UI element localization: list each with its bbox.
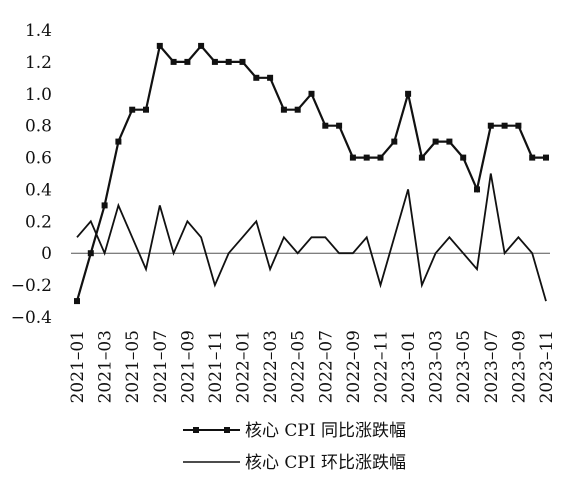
data-point-yoy (156, 42, 163, 49)
data-point-yoy (377, 154, 384, 161)
y-tick-label: 1.0 (25, 85, 52, 105)
x-tick-label: 2023–03 (427, 330, 447, 403)
data-point-yoy (391, 138, 398, 145)
x-tick-label: 2022–05 (289, 330, 309, 403)
data-point-yoy (225, 58, 232, 65)
legend-item-mom: 核心 CPI 环比涨跌幅 (183, 453, 406, 473)
x-tick-label: 2022–09 (344, 330, 364, 403)
y-tick-label: 0.4 (25, 180, 52, 200)
data-point-yoy (87, 250, 94, 257)
data-point-yoy (198, 42, 205, 49)
data-point-yoy (405, 90, 412, 97)
data-point-yoy (322, 122, 329, 129)
legend-marker-yoy-2 (224, 427, 230, 433)
x-tick-label: 2023–07 (482, 330, 502, 403)
x-tick-label: 2022–07 (316, 330, 336, 403)
legend-item-yoy: 核心 CPI 同比涨跌幅 (183, 421, 406, 441)
y-tick-label: 0.8 (25, 117, 52, 137)
data-point-yoy (349, 154, 356, 161)
legend: 核心 CPI 同比涨跌幅 核心 CPI 环比涨跌幅 (183, 421, 406, 473)
data-point-yoy (363, 154, 370, 161)
data-point-yoy (294, 106, 301, 113)
data-point-yoy (101, 202, 108, 209)
data-point-yoy (543, 154, 549, 161)
data-point-yoy (474, 186, 480, 193)
data-point-yoy (267, 74, 274, 81)
y-tick-label: −0.2 (11, 276, 52, 296)
data-point-yoy (308, 90, 315, 97)
x-tick-label: 2023–09 (509, 330, 529, 403)
x-tick-label: 2021–11 (206, 330, 226, 403)
data-point-yoy (446, 138, 453, 145)
x-axis-tick-labels: 2021–01 2021–03 2021–05 2021–07 2021–09 2021–… (68, 330, 557, 403)
x-tick-label: 2023–11 (537, 330, 557, 403)
data-point-yoy (115, 138, 122, 145)
y-axis-tick-labels: 1.4 1.2 1.0 0.8 0.6 0.4 0.2 0 −0.2 −0.4 (11, 21, 52, 328)
data-point-yoy (184, 58, 191, 65)
y-tick-label: 1.2 (25, 53, 52, 73)
x-tick-label: 2021–05 (123, 330, 143, 403)
data-point-yoy (211, 58, 218, 65)
data-point-yoy (501, 122, 508, 129)
series-line-mom (76, 173, 547, 302)
legend-marker-yoy (193, 427, 199, 433)
data-point-yoy (253, 74, 260, 81)
y-tick-label: 0 (41, 244, 52, 264)
x-tick-label: 2021–09 (178, 330, 198, 403)
data-point-yoy (487, 122, 494, 129)
x-tick-label: 2023–05 (454, 330, 474, 403)
series-layer (74, 42, 549, 305)
data-point-yoy (529, 154, 536, 161)
x-tick-label: 2022–01 (234, 330, 254, 403)
data-point-yoy (239, 58, 246, 65)
y-tick-label: 1.4 (25, 21, 52, 41)
x-tick-label: 2021–07 (151, 330, 171, 403)
data-point-yoy (129, 106, 136, 113)
x-tick-label: 2021–03 (96, 330, 116, 403)
legend-label-yoy: 核心 CPI 同比涨跌幅 (245, 421, 406, 441)
x-tick-label: 2022–11 (371, 330, 391, 403)
x-tick-label: 2022–03 (261, 330, 281, 403)
x-tick-label: 2023–01 (399, 330, 419, 403)
data-point-yoy (170, 58, 177, 65)
data-point-yoy (432, 138, 439, 145)
data-point-yoy (460, 154, 467, 161)
data-point-yoy (336, 122, 343, 129)
data-point-yoy (515, 122, 522, 129)
y-tick-label: 0.6 (25, 149, 52, 169)
x-tick-label: 2021–01 (68, 330, 88, 403)
legend-label-mom: 核心 CPI 环比涨跌幅 (245, 453, 406, 473)
y-tick-label: 0.2 (25, 212, 52, 232)
data-point-yoy (74, 298, 80, 305)
y-tick-label: −0.4 (11, 308, 52, 328)
data-point-yoy (143, 106, 149, 113)
data-point-yoy (418, 154, 425, 161)
data-point-yoy (280, 106, 287, 113)
